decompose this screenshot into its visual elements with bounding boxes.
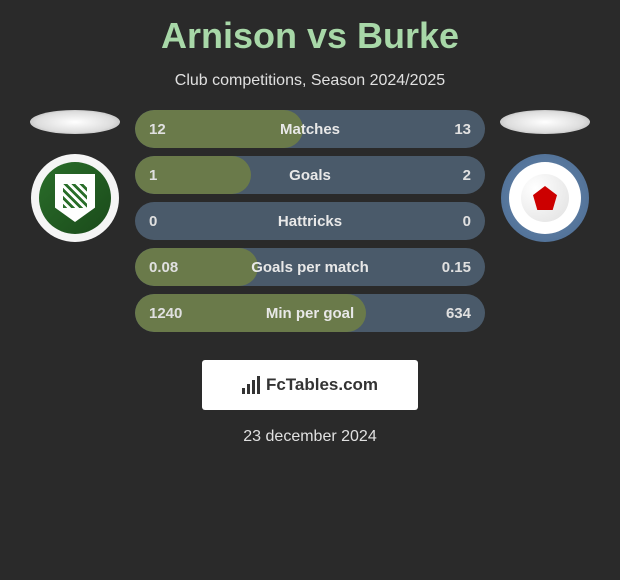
right-badge-column bbox=[495, 110, 595, 242]
stat-row-gpm: 0.08 Goals per match 0.15 bbox=[135, 248, 485, 286]
stats-column: 12 Matches 13 1 Goals 2 0 Hattricks 0 0.… bbox=[135, 110, 485, 340]
stat-label: Goals bbox=[289, 167, 331, 184]
stat-label: Hattricks bbox=[278, 213, 342, 230]
football-icon bbox=[521, 174, 569, 222]
stat-right-value: 0 bbox=[463, 213, 471, 230]
page-subtitle: Club competitions, Season 2024/2025 bbox=[0, 72, 620, 90]
shield-icon bbox=[55, 174, 95, 222]
stat-row-hattricks: 0 Hattricks 0 bbox=[135, 202, 485, 240]
stat-row-mpg: 1240 Min per goal 634 bbox=[135, 294, 485, 332]
stat-label: Matches bbox=[280, 121, 340, 138]
club-badge-right bbox=[501, 154, 589, 242]
club-badge-right-inner bbox=[509, 162, 581, 234]
branding-text: FcTables.com bbox=[266, 375, 378, 395]
main-row: 12 Matches 13 1 Goals 2 0 Hattricks 0 0.… bbox=[0, 110, 620, 340]
club-badge-left bbox=[31, 154, 119, 242]
stat-left-value: 1 bbox=[149, 167, 157, 184]
left-oval-decor bbox=[30, 110, 120, 134]
stat-label: Min per goal bbox=[266, 305, 354, 322]
stat-right-value: 0.15 bbox=[442, 259, 471, 276]
chart-icon bbox=[242, 376, 260, 394]
comparison-container: Arnison vs Burke Club competitions, Seas… bbox=[0, 0, 620, 456]
stat-right-value: 13 bbox=[454, 121, 471, 138]
stat-left-value: 0 bbox=[149, 213, 157, 230]
stat-left-value: 12 bbox=[149, 121, 166, 138]
date-text: 23 december 2024 bbox=[0, 428, 620, 446]
stat-right-value: 2 bbox=[463, 167, 471, 184]
right-oval-decor bbox=[500, 110, 590, 134]
stat-row-matches: 12 Matches 13 bbox=[135, 110, 485, 148]
stat-label: Goals per match bbox=[251, 259, 369, 276]
stat-left-value: 0.08 bbox=[149, 259, 178, 276]
branding-box[interactable]: FcTables.com bbox=[202, 360, 418, 410]
stat-right-value: 634 bbox=[446, 305, 471, 322]
club-badge-left-inner bbox=[39, 162, 111, 234]
stat-left-value: 1240 bbox=[149, 305, 182, 322]
page-title: Arnison vs Burke bbox=[0, 15, 620, 57]
left-badge-column bbox=[25, 110, 125, 242]
stat-row-goals: 1 Goals 2 bbox=[135, 156, 485, 194]
